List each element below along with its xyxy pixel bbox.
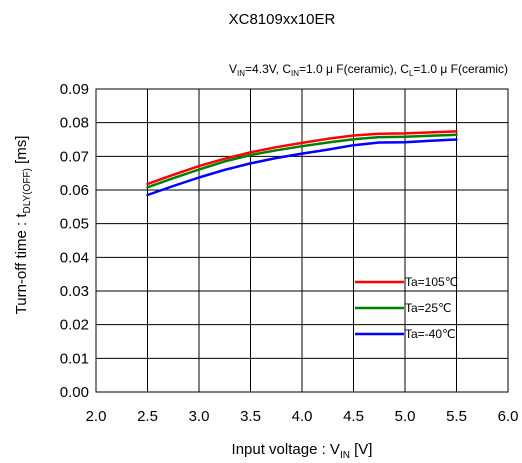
x-axis-label-subscript: IN bbox=[340, 450, 350, 461]
x-tick-label: 5.5 bbox=[446, 408, 467, 425]
y-axis-label: Turn-off time : tDLY(OFF) [ms] bbox=[13, 136, 33, 315]
x-tick-label: 4.5 bbox=[343, 408, 364, 425]
plot-frame bbox=[95, 88, 509, 393]
x-axis-label-unit: [V] bbox=[350, 441, 373, 458]
y-axis-label-main: Turn-off time : t bbox=[13, 213, 30, 315]
x-axis-label: Input voltage : VIN [V] bbox=[232, 441, 373, 461]
series-line bbox=[146, 130, 458, 186]
y-tick-label: 0.05 bbox=[60, 216, 89, 233]
y-tick-label: 0.01 bbox=[60, 350, 89, 367]
series-layer bbox=[146, 130, 458, 197]
y-tick-label: 0.04 bbox=[60, 249, 89, 266]
cin-symbol: C bbox=[282, 62, 291, 76]
x-tick-label: 4.0 bbox=[292, 408, 313, 425]
x-tick-label: 2.0 bbox=[86, 408, 107, 425]
vin-subscript: IN bbox=[237, 69, 245, 78]
cin-value: =1.0 μ F(ceramic), bbox=[299, 62, 400, 76]
y-tick-labels: 0.00 0.01 0.02 0.03 0.04 0.05 0.06 0.07 0.08 0.09 bbox=[60, 81, 89, 401]
y-tick-label: 0.07 bbox=[60, 148, 89, 165]
cl-symbol: C bbox=[400, 62, 409, 76]
series-line bbox=[146, 133, 458, 189]
y-tick-label: 0.06 bbox=[60, 182, 89, 199]
y-tick-label: 0.03 bbox=[60, 283, 89, 300]
x-axis-label-main: Input voltage : V bbox=[232, 441, 340, 458]
legend-label: Ta=105℃ bbox=[405, 275, 458, 289]
x-tick-label: 5.0 bbox=[395, 408, 416, 425]
y-tick-label: 0.09 bbox=[60, 81, 89, 98]
y-tick-label: 0.00 bbox=[60, 384, 89, 401]
y-axis-label-subscript: DLY(OFF) bbox=[22, 168, 33, 213]
cin-subscript: IN bbox=[291, 69, 299, 78]
y-tick-label: 0.08 bbox=[60, 115, 89, 132]
x-tick-label: 3.0 bbox=[189, 408, 210, 425]
x-tick-label: 6.0 bbox=[498, 408, 519, 425]
x-tick-label: 3.5 bbox=[240, 408, 261, 425]
series-line bbox=[146, 138, 458, 197]
legend: Ta=105℃ Ta=25℃ Ta=-40℃ bbox=[355, 275, 458, 341]
test-conditions: VIN=4.3V, CIN=1.0 μ F(ceramic), CL=1.0 μ… bbox=[229, 62, 508, 78]
legend-label: Ta=25℃ bbox=[405, 301, 452, 315]
legend-label: Ta=-40℃ bbox=[405, 327, 456, 341]
vin-value: =4.3V, bbox=[245, 62, 282, 76]
cl-subscript: L bbox=[409, 69, 414, 78]
x-tick-labels: 2.0 2.5 3.0 3.5 4.0 4.5 5.0 5.5 6.0 bbox=[86, 408, 519, 425]
cl-value: =1.0 μ F(ceramic) bbox=[413, 62, 508, 76]
x-tick-label: 2.5 bbox=[137, 408, 158, 425]
vin-symbol: V bbox=[229, 62, 237, 76]
y-tick-label: 0.02 bbox=[60, 317, 89, 334]
chart-title: XC8109xx10ER bbox=[229, 11, 336, 28]
y-axis-label-unit: [ms] bbox=[13, 136, 30, 169]
